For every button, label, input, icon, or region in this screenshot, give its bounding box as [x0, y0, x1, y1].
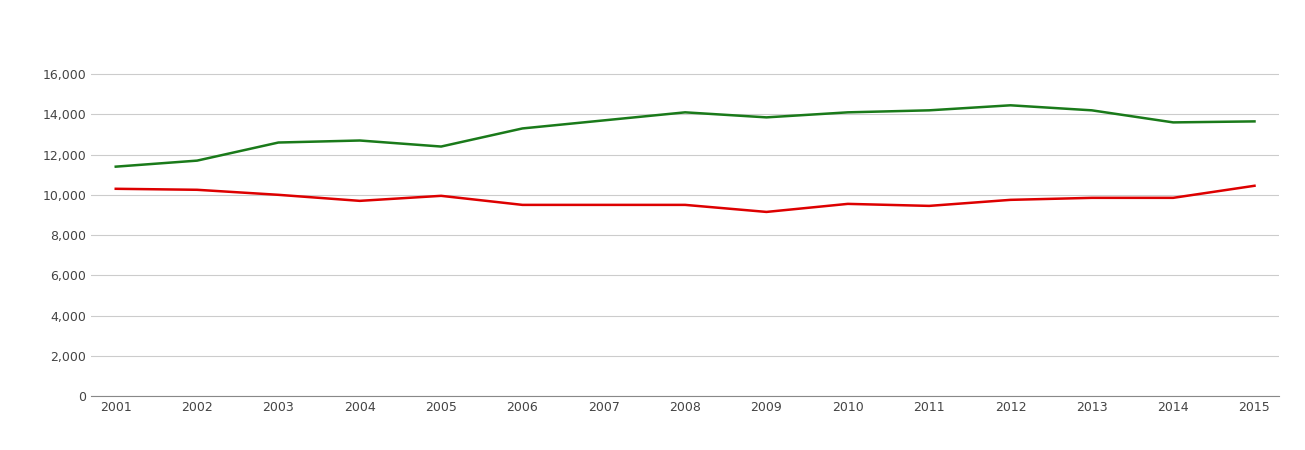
- Line: Deaths: Deaths: [116, 186, 1254, 212]
- Deaths: [189, 187, 205, 193]
- Line: Births: Births: [116, 105, 1254, 166]
- Births: [108, 164, 124, 169]
- Births: [1002, 103, 1018, 108]
- Births: [596, 118, 612, 123]
- Deaths: [352, 198, 368, 203]
- Deaths: [1084, 195, 1100, 201]
- Deaths: [1165, 195, 1181, 201]
- Births: [433, 144, 449, 149]
- Births: [352, 138, 368, 143]
- Births: [921, 108, 937, 113]
- Births: [840, 110, 856, 115]
- Deaths: [677, 202, 693, 207]
- Deaths: [433, 193, 449, 198]
- Births: [677, 110, 693, 115]
- Deaths: [758, 209, 774, 215]
- Deaths: [921, 203, 937, 209]
- Births: [1246, 119, 1262, 124]
- Births: [189, 158, 205, 163]
- Deaths: [840, 201, 856, 207]
- Births: [1165, 120, 1181, 125]
- Births: [1084, 108, 1100, 113]
- Deaths: [514, 202, 530, 207]
- Births: [514, 126, 530, 131]
- Deaths: [1002, 197, 1018, 202]
- Deaths: [596, 202, 612, 207]
- Births: [270, 140, 286, 145]
- Deaths: [108, 186, 124, 192]
- Births: [758, 115, 774, 120]
- Deaths: [270, 192, 286, 198]
- Deaths: [1246, 183, 1262, 189]
